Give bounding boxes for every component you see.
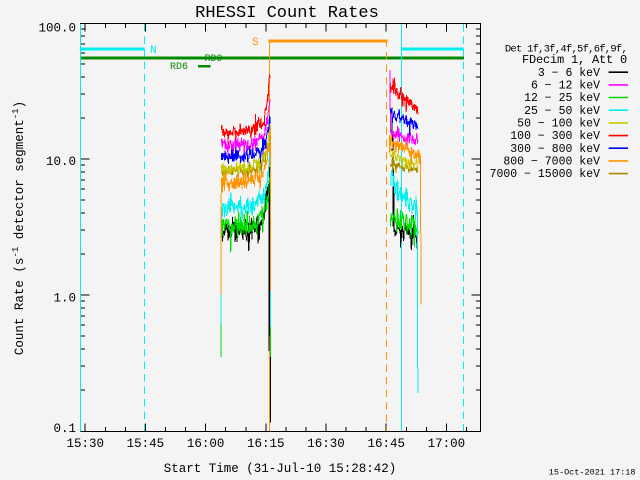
svg-text:Count Rate (s-1 detector segme: Count Rate (s-1 detector segment-1): [11, 101, 27, 355]
svg-text:100 − 300 keV: 100 − 300 keV: [510, 130, 600, 143]
svg-text:300 − 800 keV: 300 − 800 keV: [510, 143, 600, 156]
svg-text:3 − 6 keV: 3 − 6 keV: [538, 67, 600, 80]
svg-text:0.1: 0.1: [53, 422, 76, 436]
svg-text:17:00: 17:00: [428, 437, 466, 451]
svg-text:Start Time (31-Jul-10 15:28:42: Start Time (31-Jul-10 15:28:42): [164, 462, 397, 476]
svg-text:16:15: 16:15: [247, 437, 285, 451]
svg-text:RHESSI Count Rates: RHESSI Count Rates: [195, 4, 379, 23]
svg-text:S: S: [252, 37, 259, 49]
svg-text:15:45: 15:45: [127, 437, 165, 451]
svg-text:6 − 12 keV: 6 − 12 keV: [531, 80, 600, 93]
svg-text:Det 1f,3f,4f,5f,6f,9f,: Det 1f,3f,4f,5f,6f,9f,: [505, 43, 627, 55]
svg-text:16:30: 16:30: [307, 437, 345, 451]
svg-text:50 − 100 keV: 50 − 100 keV: [517, 118, 600, 131]
svg-text:25 − 50 keV: 25 − 50 keV: [524, 105, 600, 118]
svg-text:FDecim 1, Att 0: FDecim 1, Att 0: [522, 53, 627, 67]
svg-text:12 − 25 keV: 12 − 25 keV: [524, 92, 600, 105]
svg-text:7000 − 15000 keV: 7000 − 15000 keV: [490, 168, 601, 181]
svg-text:100.0: 100.0: [38, 22, 76, 36]
svg-text:RD6: RD6: [170, 62, 188, 73]
svg-text:RD9: RD9: [205, 54, 223, 65]
svg-text:16:00: 16:00: [187, 437, 225, 451]
svg-text:800 − 7000 keV: 800 − 7000 keV: [503, 156, 600, 169]
svg-text:N: N: [150, 45, 157, 57]
svg-text:1.0: 1.0: [53, 291, 76, 305]
svg-text:10.0: 10.0: [46, 155, 76, 169]
svg-text:15-Oct-2021 17:18: 15-Oct-2021 17:18: [549, 468, 636, 478]
svg-text:15:30: 15:30: [66, 437, 104, 451]
svg-text:16:45: 16:45: [367, 437, 405, 451]
